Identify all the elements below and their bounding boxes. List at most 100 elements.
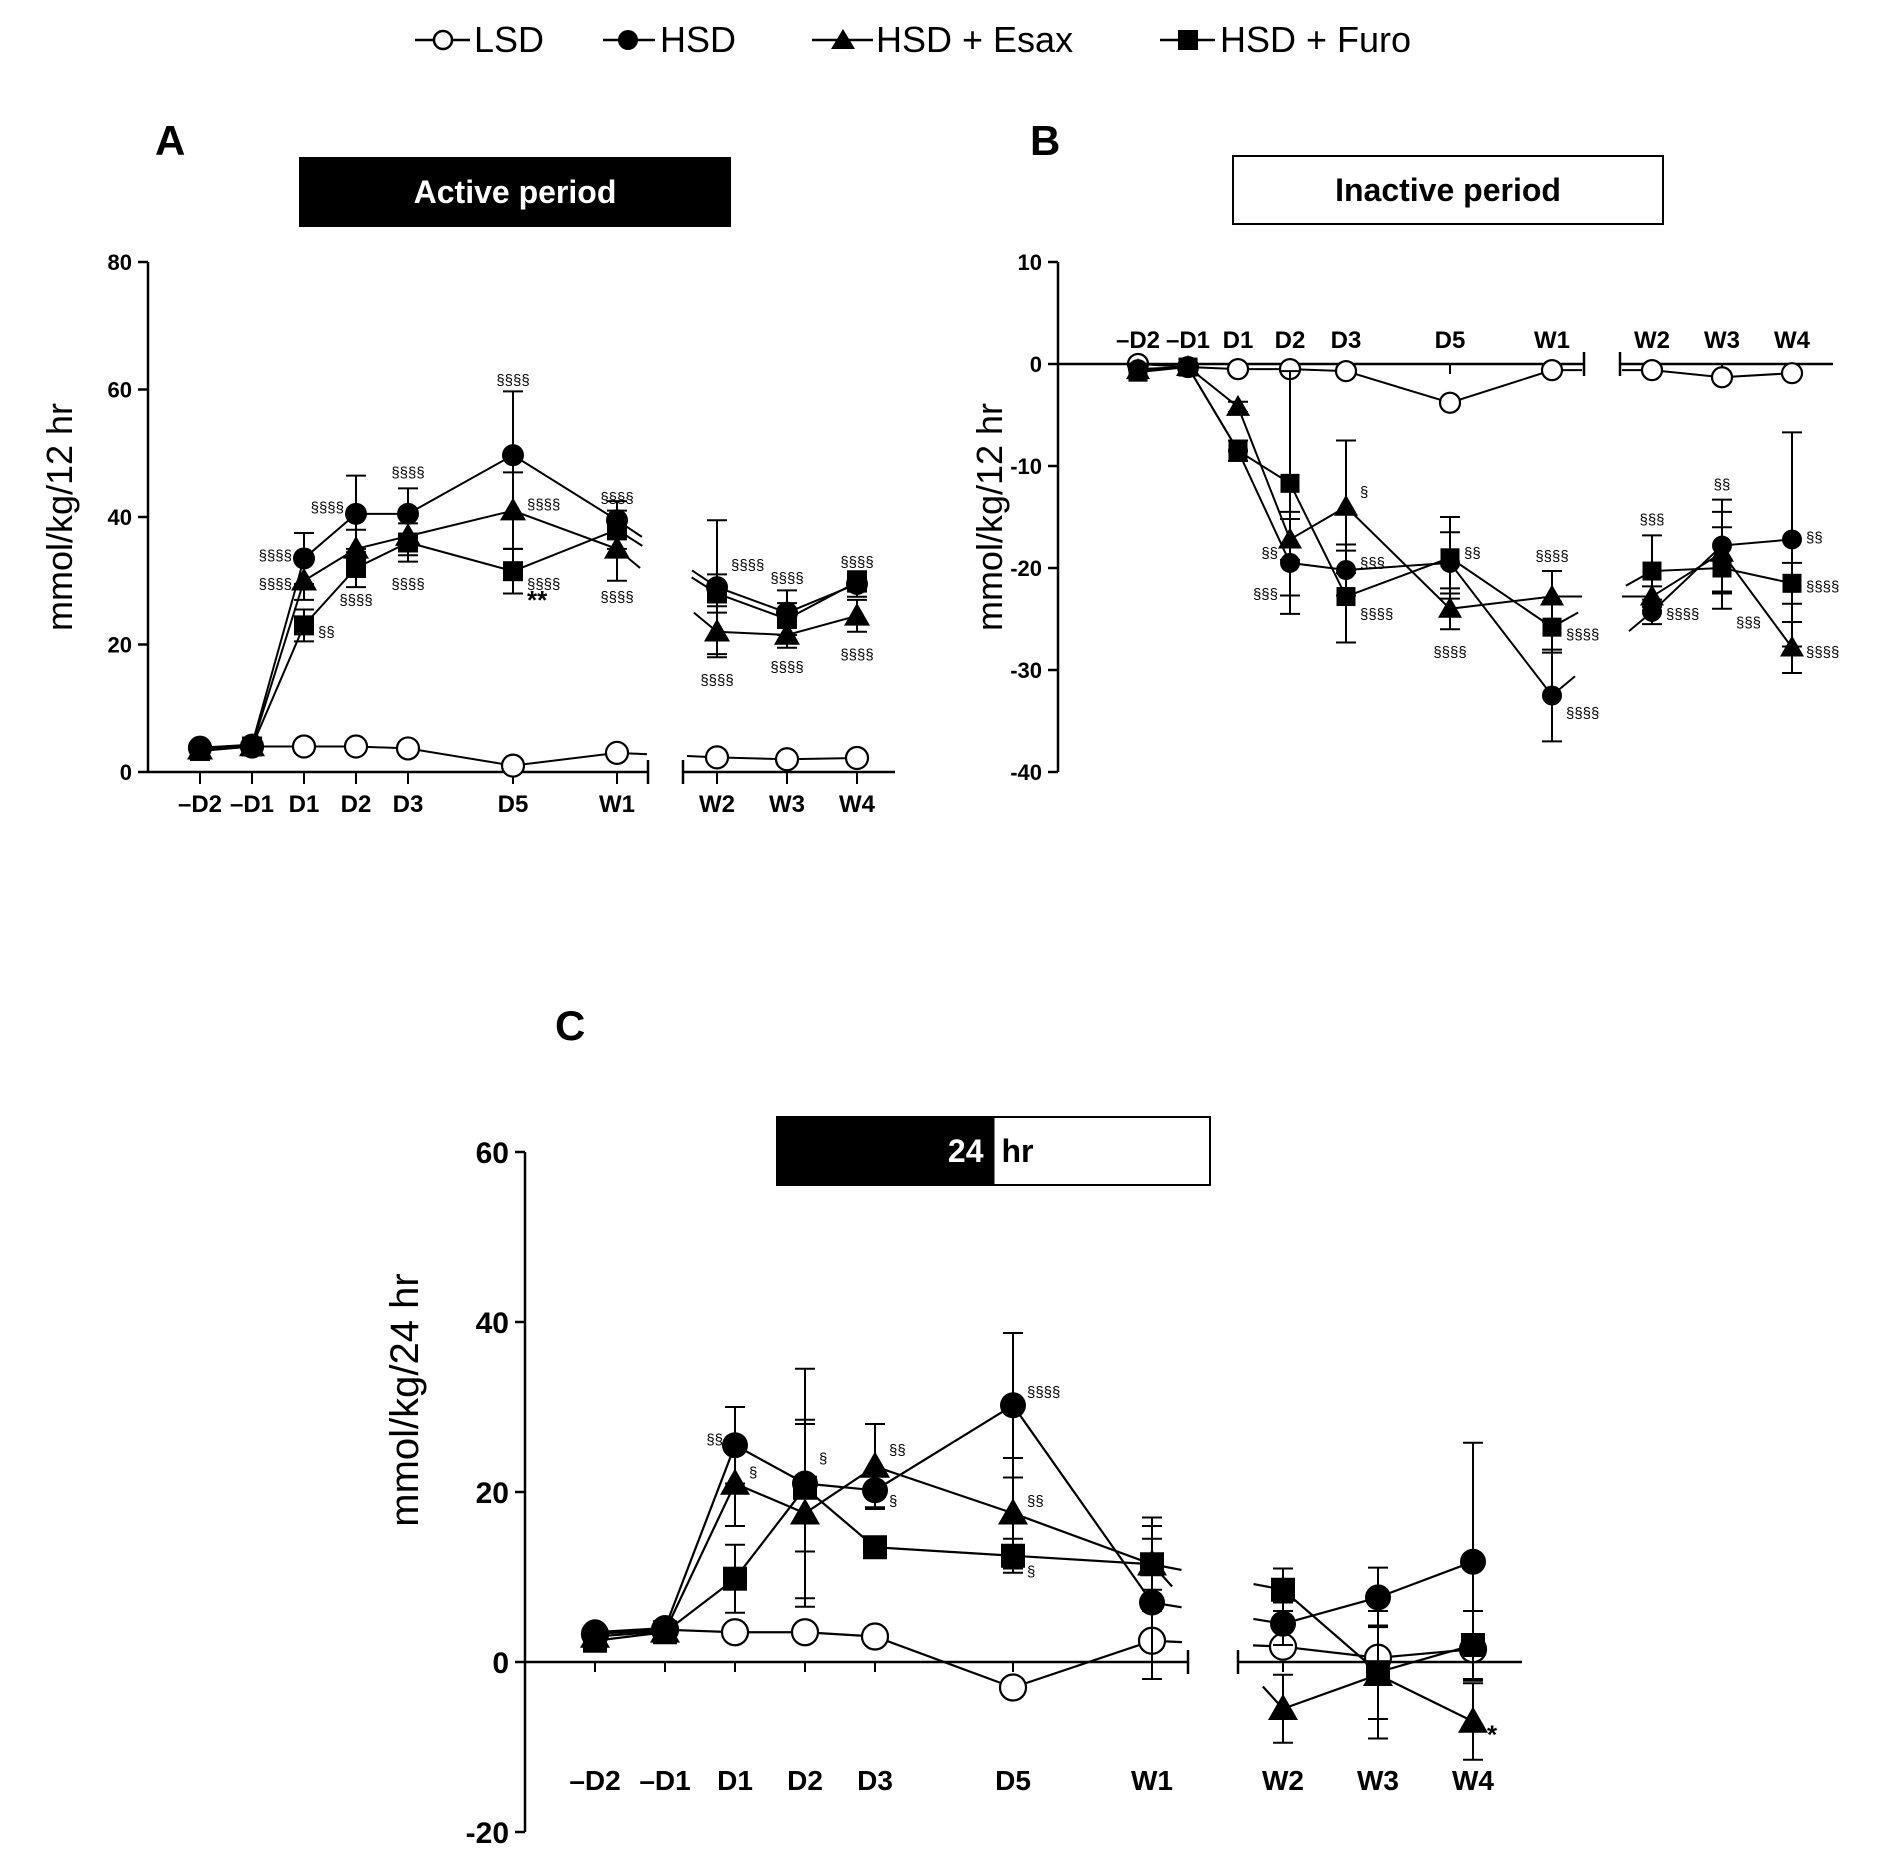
- series-line: [693, 611, 858, 636]
- series-line: [1252, 1644, 1474, 1659]
- data-point: [398, 532, 418, 553]
- data-point: [1366, 1660, 1390, 1685]
- series-line: [1622, 551, 1793, 649]
- data-point: [723, 1566, 747, 1591]
- data-point: [860, 1451, 890, 1478]
- data-point: [1271, 1577, 1295, 1602]
- banner-left: [777, 1117, 994, 1185]
- series-line: [691, 576, 858, 621]
- y-tick-label: -40: [1010, 760, 1042, 785]
- y-tick-label: 40: [108, 505, 132, 530]
- y-tick-label: 80: [108, 250, 132, 275]
- series-line: [199, 745, 648, 767]
- data-point: [1540, 359, 1564, 382]
- x-tick-label: W3: [1357, 1765, 1399, 1796]
- data-point: [346, 558, 366, 578]
- y-tick-label: 0: [1030, 352, 1042, 377]
- data-point: [790, 1618, 820, 1647]
- legend-item-hsd-esax: HSD + Esax: [812, 19, 1073, 60]
- x-tick-label: D2: [787, 1765, 823, 1796]
- banner-label: Inactive period: [1335, 172, 1561, 208]
- x-tick-label: D3: [393, 791, 424, 818]
- significance-label: §§§§: [527, 497, 560, 514]
- series-hsd: [189, 390, 868, 759]
- significance-label: §§: [1464, 545, 1481, 562]
- x-tick-label: –D2: [569, 1765, 620, 1796]
- data-point: [343, 535, 369, 559]
- data-point: [1710, 366, 1734, 389]
- series-hsd-esax: [580, 1418, 1488, 1761]
- significance-label: §§§§: [259, 548, 292, 565]
- significance-label: §§§§: [1566, 627, 1599, 644]
- data-point: [1780, 635, 1804, 657]
- significance-label: §§: [706, 1432, 723, 1449]
- data-point: [1268, 1693, 1298, 1720]
- data-point: [397, 502, 419, 525]
- series-line: [1137, 366, 1576, 697]
- significance-label: §§§§: [1027, 1384, 1060, 1401]
- x-tick-label: W3: [1704, 327, 1740, 354]
- series-line: [594, 1403, 1182, 1634]
- y-tick-label: 20: [108, 632, 132, 657]
- legend-item-hsd-furo: HSD + Furo: [1160, 19, 1411, 60]
- panel-a: A Active period 0 20 40 60 80 mmol/kg/12 hr –D2–…: [39, 117, 895, 818]
- significance-label: §§§§: [527, 576, 560, 593]
- legend-item-hsd: HSD: [603, 19, 736, 60]
- data-point: [1782, 529, 1802, 550]
- data-point: [1440, 548, 1460, 568]
- significance-label: §§§§: [1566, 705, 1599, 722]
- y-tick-label: 60: [476, 1137, 509, 1170]
- data-point: [500, 753, 526, 778]
- series-line: [691, 569, 858, 614]
- panel-letter: A: [155, 117, 185, 164]
- data-point: [1226, 358, 1250, 381]
- significance-label: §§§§: [840, 646, 873, 663]
- y-tick-label: -20: [1010, 556, 1042, 581]
- data-point: [1140, 1552, 1164, 1577]
- x-tick-label: D1: [717, 1765, 753, 1796]
- x-tick-label: W2: [699, 791, 735, 818]
- data-point: [1178, 357, 1198, 377]
- significance-label: §§: [1261, 545, 1278, 562]
- series-hsd-furo: [583, 1423, 1485, 1720]
- significance-label: §§§§: [700, 672, 733, 689]
- series-hsd-esax: [187, 471, 870, 760]
- significance-label: **: [527, 585, 548, 615]
- data-point: [793, 1475, 817, 1500]
- x-tick-label: W1: [1534, 327, 1570, 354]
- y-tick-label: 0: [120, 760, 132, 785]
- series-line: [686, 755, 858, 761]
- significance-label: §§§§: [600, 589, 633, 606]
- data-point: [707, 583, 727, 604]
- x-tick-label: –D1: [639, 1765, 690, 1796]
- data-point: [345, 502, 367, 525]
- significance-label: §§§: [1736, 614, 1761, 631]
- significance-label: *: [1487, 1719, 1498, 1749]
- data-point: [720, 1468, 750, 1495]
- data-point: [1438, 391, 1462, 414]
- series-line: [1137, 366, 1579, 629]
- y-tick-label: 0: [492, 1647, 509, 1680]
- series-line: [594, 1486, 1182, 1642]
- x-tick-label: W1: [599, 791, 635, 818]
- series-hsd-esax: [1126, 355, 1804, 675]
- series-line: [199, 528, 643, 752]
- x-tick-label: W1: [1131, 1765, 1173, 1796]
- x-tick-label: –D1: [1166, 327, 1210, 354]
- significance-label: §§§§: [770, 659, 803, 676]
- banner-label: Active period: [414, 174, 617, 210]
- data-point: [291, 567, 317, 591]
- data-point: [1540, 584, 1564, 606]
- data-point: [998, 1498, 1028, 1525]
- series-line: [1253, 1582, 1474, 1674]
- legend-label: HSD + Esax: [876, 19, 1073, 60]
- series-line: [1137, 363, 1582, 404]
- x-tick-label: –D2: [178, 791, 222, 818]
- circle-filled-icon: [618, 30, 638, 50]
- y-axis-label: mmol/kg/24 hr: [383, 1273, 427, 1526]
- data-point: [604, 740, 630, 765]
- significance-label: §§§§: [1535, 548, 1568, 565]
- data-point: [607, 519, 627, 540]
- data-point: [704, 745, 730, 770]
- banner: [299, 157, 731, 227]
